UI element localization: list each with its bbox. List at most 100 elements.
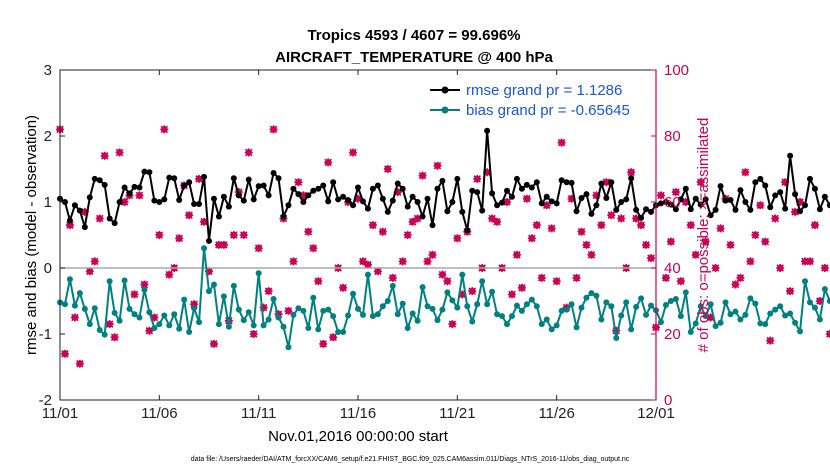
obs-assimilated-point <box>632 214 641 223</box>
rmse-point <box>275 175 282 182</box>
bias-point <box>364 271 371 278</box>
bias-point <box>325 306 332 313</box>
bias-point <box>374 311 381 318</box>
obs-assimilated-point <box>219 240 228 249</box>
bias-point <box>583 294 590 301</box>
bias-point <box>623 299 630 306</box>
obs-assimilated-point <box>175 234 184 243</box>
obs-assimilated-point <box>786 287 795 296</box>
bias-point <box>464 303 471 310</box>
rmse-point <box>86 194 93 201</box>
obs-assimilated-point <box>552 277 561 286</box>
obs-assimilated-point <box>542 201 551 210</box>
rmse-point <box>692 195 699 202</box>
bias-point <box>345 312 352 319</box>
bias-point <box>638 295 645 302</box>
bias-point <box>101 331 108 338</box>
bias-point <box>136 314 143 321</box>
rmse-point <box>687 206 694 213</box>
rmse-point <box>280 213 287 220</box>
rmse-point <box>826 202 830 209</box>
rmse-point <box>419 213 426 220</box>
y2-tick-label: 60 <box>664 194 681 211</box>
rmse-point <box>449 199 456 205</box>
obs-assimilated-point <box>796 198 805 206</box>
rmse-point <box>528 184 535 191</box>
bias-point <box>166 322 173 329</box>
rmse-point <box>568 179 575 186</box>
bias-point <box>821 286 828 293</box>
y2-axis-label: # of obs: o=possible; ×=assimilated <box>695 118 712 353</box>
obs-assimilated-point <box>80 207 89 216</box>
rmse-point <box>181 182 188 189</box>
rmse-point <box>340 193 347 200</box>
rmse-point <box>414 199 421 205</box>
bias-point <box>384 298 391 304</box>
rmse-point <box>628 175 635 182</box>
rmse-point <box>101 181 108 188</box>
rmse-point <box>752 179 759 186</box>
rmse-point <box>201 173 208 180</box>
legend-bias-label: bias grand pr = -0.65645 <box>466 102 630 119</box>
obs-assimilated-point <box>453 234 462 243</box>
y2-tick-label: 100 <box>664 62 689 79</box>
rmse-point <box>171 175 178 182</box>
rmse-point <box>265 192 272 199</box>
rmse-point <box>464 227 471 234</box>
rmse-point <box>136 184 143 191</box>
bias-point <box>489 288 496 295</box>
obs-assimilated-point <box>587 250 596 259</box>
rmse-point <box>404 203 411 210</box>
bias-point <box>508 313 515 320</box>
obs-assimilated-point <box>428 250 437 259</box>
obs-assimilated-point <box>209 339 218 348</box>
obs-assimilated-point <box>681 198 690 206</box>
rmse-point <box>161 196 168 203</box>
rmse-point <box>429 222 436 229</box>
obs-assimilated-point <box>512 250 521 259</box>
rmse-point <box>384 208 391 215</box>
bias-point <box>618 312 625 319</box>
bias-point <box>737 316 744 323</box>
rmse-point <box>141 168 148 175</box>
obs-assimilated-point <box>160 125 169 134</box>
rmse-point <box>717 183 724 190</box>
obs-assimilated-point <box>195 174 204 183</box>
y2-tick-label: 0 <box>664 392 672 409</box>
obs-assimilated-point <box>572 273 581 282</box>
rmse-point <box>563 179 570 186</box>
bias-point <box>250 322 257 329</box>
chart-title: Tropics 4593 / 4607 = 99.696% <box>307 27 520 44</box>
bias-point <box>399 300 406 307</box>
rmse-point <box>126 190 133 197</box>
obs-assimilated-point <box>617 214 626 223</box>
obs-assimilated-point <box>805 257 814 266</box>
bias-point <box>727 311 734 318</box>
rmse-point <box>196 200 203 207</box>
obs-assimilated-point <box>647 254 656 263</box>
rmse-point <box>146 169 153 176</box>
rmse-point <box>240 197 247 204</box>
bias-point <box>792 319 799 326</box>
obs-assimilated-point <box>547 224 556 233</box>
bias-point <box>499 313 506 320</box>
bias-point <box>747 295 754 302</box>
bias-point <box>121 277 128 284</box>
obs-assimilated-point <box>339 283 348 292</box>
obs-assimilated-point <box>100 151 109 160</box>
obs-assimilated-point <box>299 191 308 200</box>
rmse-point <box>230 175 237 182</box>
rmse-point <box>588 210 595 217</box>
obs-assimilated-point <box>666 237 675 246</box>
rmse-point <box>355 184 361 191</box>
bias-point <box>742 311 749 318</box>
obs-assimilated-point <box>726 240 735 249</box>
obs-assimilated-point <box>403 231 412 239</box>
rmse-series <box>57 127 830 244</box>
bias-point <box>573 324 580 331</box>
bias-point <box>305 325 312 332</box>
bias-point <box>230 282 237 289</box>
rmse-point <box>121 184 128 191</box>
bias-point <box>613 334 620 341</box>
obs-assimilated-point <box>239 231 248 239</box>
